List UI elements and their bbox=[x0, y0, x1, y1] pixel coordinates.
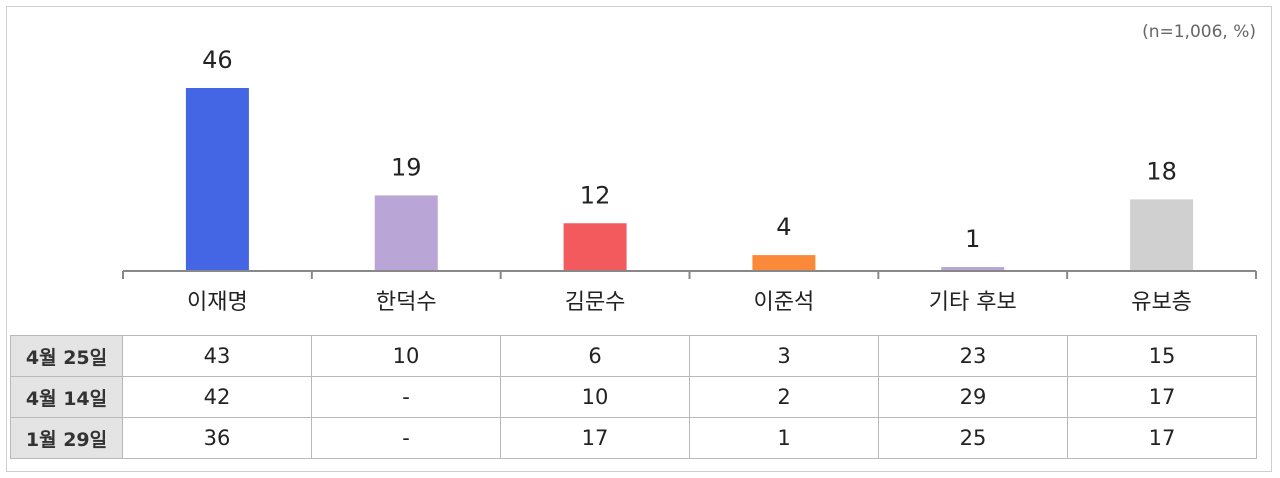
table-cell: 2 bbox=[689, 376, 879, 418]
table-cell: 17 bbox=[1067, 376, 1257, 418]
table-cell: 1 bbox=[689, 417, 879, 459]
bar-value-label: 46 bbox=[202, 46, 233, 74]
chart-frame bbox=[6, 6, 1272, 472]
row-date-label: 1월 29일 bbox=[10, 417, 123, 459]
table-cell: 3 bbox=[689, 335, 879, 377]
bar-chart: 46 이재명 19 한덕수 12 김문수 4 이준석 1 기타 후보 18 유보층 bbox=[122, 46, 1257, 315]
row-date-label: 4월 14일 bbox=[10, 376, 123, 418]
bar-value-label: 1 bbox=[965, 225, 980, 253]
table-row: 1월 29일 36-17 1 25 17 bbox=[10, 417, 1257, 459]
category-label: 기타 후보 bbox=[929, 290, 1017, 315]
bar bbox=[1130, 199, 1194, 271]
table-row: 4월 25일 43 10 6 3 23 15 bbox=[10, 335, 1257, 377]
bar bbox=[752, 255, 816, 271]
bar bbox=[374, 195, 438, 271]
table-cell: 15 bbox=[1067, 335, 1257, 377]
table-cell: - bbox=[311, 376, 501, 418]
bar-value-label: 4 bbox=[776, 213, 791, 241]
category-label: 이준석 bbox=[754, 290, 815, 315]
table-cell: 17 bbox=[500, 417, 690, 459]
history-table: 4월 25일 43 10 6 3 23 15 4월 14일 42-10 2 29 17 1월 29일 36… bbox=[10, 335, 1257, 459]
bar bbox=[563, 223, 627, 271]
table-cell: 6 bbox=[500, 335, 690, 377]
bar bbox=[185, 88, 249, 271]
category-label: 김문수 bbox=[565, 290, 626, 315]
table-cell: 25 bbox=[878, 417, 1068, 459]
sample-note: (n=1,006, %) bbox=[1142, 22, 1256, 42]
bar-value-label: 18 bbox=[1146, 157, 1177, 185]
table-cell: 10 bbox=[311, 335, 501, 377]
table-row: 4월 14일 42-10 2 29 17 bbox=[10, 376, 1257, 418]
table-cell: 10 bbox=[500, 376, 690, 418]
bar-value-label: 12 bbox=[580, 181, 611, 209]
category-label: 한덕수 bbox=[376, 290, 437, 315]
bar-value-label: 19 bbox=[391, 153, 422, 181]
category-label: 이재명 bbox=[187, 290, 248, 315]
table-cell: 36 bbox=[122, 417, 312, 459]
row-date-label: 4월 25일 bbox=[10, 335, 123, 377]
table-cell: 23 bbox=[878, 335, 1068, 377]
table-cell: 17 bbox=[1067, 417, 1257, 459]
table-cell: 42 bbox=[122, 376, 312, 418]
bar bbox=[941, 267, 1005, 271]
table-cell: 29 bbox=[878, 376, 1068, 418]
category-label: 유보층 bbox=[1131, 290, 1192, 315]
table-cell: - bbox=[311, 417, 501, 459]
table-cell: 43 bbox=[122, 335, 312, 377]
